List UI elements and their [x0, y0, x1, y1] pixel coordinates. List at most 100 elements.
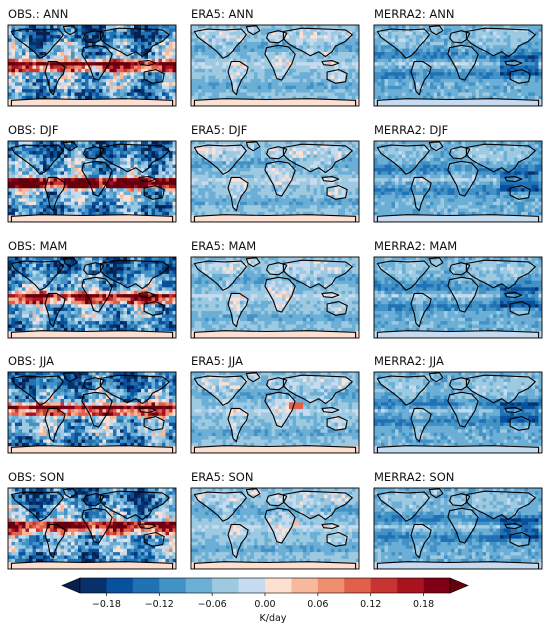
- heatmap-field: [8, 25, 176, 106]
- colorbar-cell: [106, 578, 134, 593]
- map-panel: MERRA2: JJA: [373, 354, 543, 454]
- coastlines: [10, 257, 174, 338]
- colorbar-extend-low: [61, 577, 81, 594]
- panel-title: ERA5: SON: [191, 470, 253, 484]
- colorbar-tick-label: 0.18: [413, 599, 434, 610]
- colorbar-cell: [238, 578, 266, 593]
- panel-frame: [7, 24, 177, 107]
- heatmap-field: [8, 372, 176, 453]
- coastlines: [10, 372, 174, 453]
- heatmap-field: [374, 372, 542, 453]
- colorbar-cell: [265, 578, 292, 593]
- map-panel: ERA5: SON: [190, 470, 360, 570]
- coastlines: [376, 488, 540, 569]
- panel-frame: [190, 256, 360, 339]
- panel-title: OBS: JJA: [8, 354, 54, 368]
- panel-title: MERRA2: SON: [374, 470, 454, 484]
- coastlines: [10, 141, 174, 222]
- colorbar-cell: [397, 578, 424, 593]
- panel-title: OBS: SON: [8, 470, 65, 484]
- coastlines: [10, 488, 174, 569]
- panel-title: MERRA2: DJF: [374, 123, 448, 137]
- heatmap-field: [8, 257, 176, 338]
- colorbar-tick-label: 0.00: [254, 599, 275, 610]
- map-panel: ERA5: DJF: [190, 123, 360, 223]
- panel-frame: [373, 487, 543, 570]
- coastlines: [376, 141, 540, 222]
- heatmap-field: [191, 141, 359, 222]
- colorbar-cell: [80, 578, 107, 593]
- map-panel: OBS: DJF: [7, 123, 177, 223]
- panel-frame: [190, 24, 360, 107]
- panel-title: MERRA2: JJA: [374, 354, 444, 368]
- panel-frame: [373, 371, 543, 454]
- map-panel: OBS: SON: [7, 470, 177, 570]
- map-panel: ERA5: JJA: [190, 354, 360, 454]
- map-panel: ERA5: MAM: [190, 239, 360, 339]
- colorbar-tick-label: 0.12: [360, 599, 381, 610]
- coastlines: [376, 25, 540, 106]
- colorbar-tick-label: −0.12: [145, 599, 174, 610]
- heatmap-field: [8, 488, 176, 569]
- colorbar-cell: [132, 578, 160, 593]
- panel-title: ERA5: JJA: [191, 354, 243, 368]
- colorbar-cell: [159, 578, 187, 593]
- colorbar-cell: [423, 578, 451, 593]
- map-panel: MERRA2: DJF: [373, 123, 543, 223]
- colorbar-cell: [185, 578, 213, 593]
- panel-frame: [7, 371, 177, 454]
- heatmap-field: [8, 141, 176, 222]
- colorbar-tick-label: 0.06: [307, 599, 328, 610]
- coastlines: [376, 372, 540, 453]
- panel-frame: [373, 256, 543, 339]
- colorbar-cell: [212, 578, 239, 593]
- coastlines: [10, 25, 174, 106]
- heatmap-field: [374, 141, 542, 222]
- colorbar-tick-label: −0.18: [92, 599, 121, 610]
- panel-title: ERA5: ANN: [191, 7, 254, 21]
- panel-frame: [190, 371, 360, 454]
- panel-frame: [373, 24, 543, 107]
- colorbar: −0.18 −0.12 −0.06 0.00 0.06 0.12 0.18 K/day: [61, 577, 469, 624]
- colorbar-cell: [291, 578, 319, 593]
- colorbar-tick-label: −0.06: [198, 599, 227, 610]
- coastlines: [193, 257, 357, 338]
- colorbar-extend-high: [449, 577, 469, 594]
- heatmap-field: [374, 25, 542, 106]
- panel-frame: [190, 140, 360, 223]
- panel-frame: [7, 140, 177, 223]
- colorbar-units-label: K/day: [260, 613, 287, 624]
- map-panels: OBS.: ANN ERA5: ANN MERRA2: ANN OBS: DJF ERA…: [7, 7, 543, 570]
- heatmap-field: [191, 488, 359, 569]
- coastlines: [193, 372, 357, 453]
- map-panel: MERRA2: SON: [373, 470, 543, 570]
- map-panel: OBS.: ANN: [7, 7, 177, 107]
- panel-title: ERA5: DJF: [191, 123, 247, 137]
- panel-frame: [373, 140, 543, 223]
- panel-frame: [7, 256, 177, 339]
- map-panel: ERA5: ANN: [190, 7, 360, 107]
- heatmap-field: [374, 488, 542, 569]
- map-panel: MERRA2: MAM: [373, 239, 543, 339]
- coastlines: [193, 25, 357, 106]
- heatmap-field: [374, 257, 542, 338]
- panel-frame: [190, 487, 360, 570]
- coastlines: [376, 257, 540, 338]
- map-panel: OBS: MAM: [7, 239, 177, 339]
- heatmap-field: [191, 25, 359, 106]
- coastlines: [193, 141, 357, 222]
- panel-title: OBS.: ANN: [8, 7, 68, 21]
- panel-title: ERA5: MAM: [191, 239, 256, 253]
- heatmap-field: [191, 372, 359, 453]
- panel-title: OBS: DJF: [8, 123, 58, 137]
- panel-title: MERRA2: ANN: [374, 7, 455, 21]
- panel-frame: [7, 487, 177, 570]
- heatmap-field: [191, 257, 359, 338]
- colorbar-cell: [344, 578, 372, 593]
- colorbar-cell: [317, 578, 345, 593]
- coastlines: [193, 488, 357, 569]
- map-panel: MERRA2: ANN: [373, 7, 543, 107]
- map-panel: OBS: JJA: [7, 354, 177, 454]
- panel-title: OBS: MAM: [8, 239, 67, 253]
